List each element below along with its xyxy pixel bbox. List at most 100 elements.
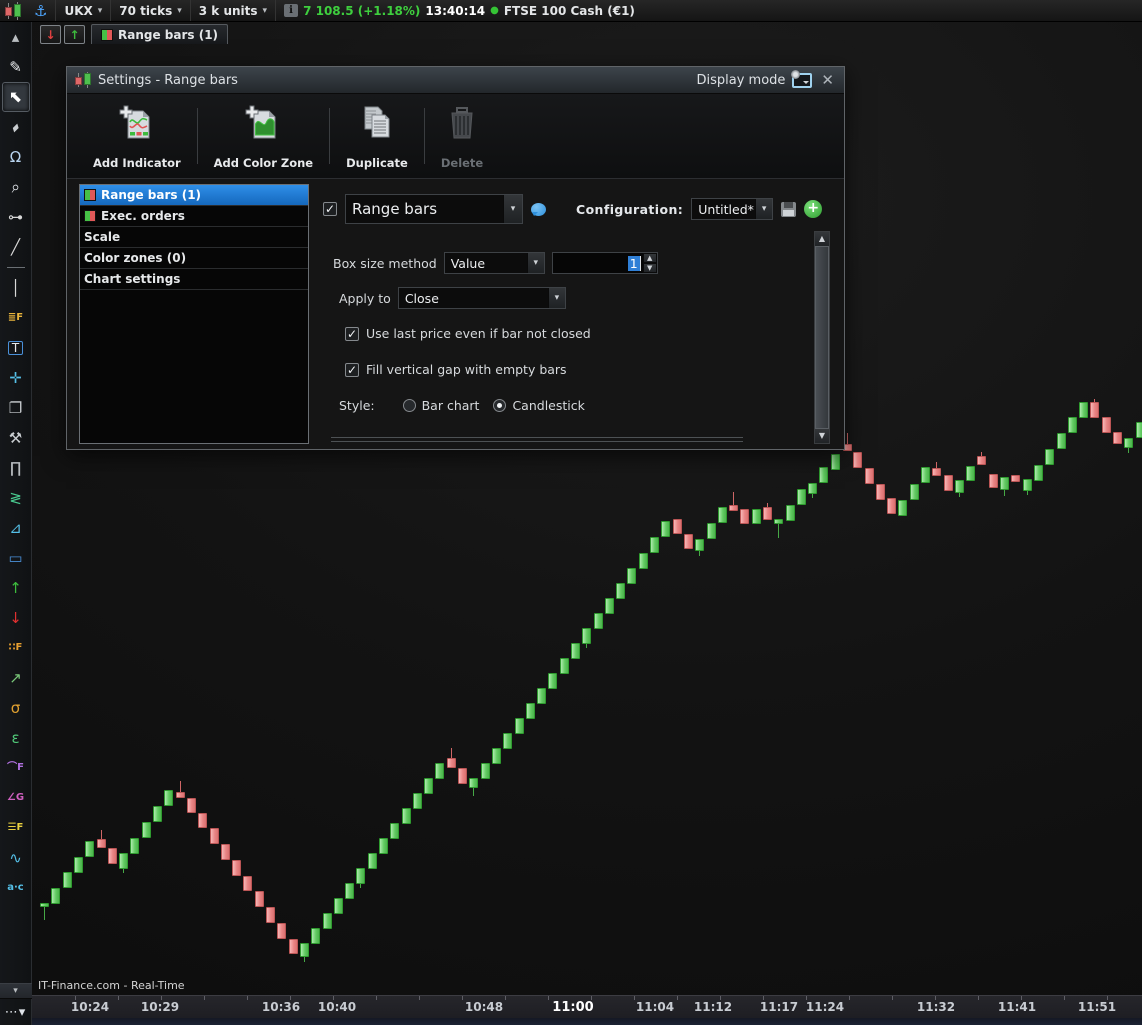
move-tool-icon[interactable]: ✛: [9, 368, 22, 387]
fibonacci-lines-icon[interactable]: ≣F: [7, 312, 24, 323]
dialog-titlebar[interactable]: Settings - Range bars Display mode ✕: [67, 67, 844, 94]
cursor-icon[interactable]: ⬉: [1, 82, 30, 112]
delete-button[interactable]: Delete: [429, 100, 495, 178]
save-configuration-icon[interactable]: [781, 201, 797, 217]
epsilon-channel-icon[interactable]: ε: [11, 728, 20, 747]
stepper-up-icon[interactable]: ▲: [642, 253, 657, 263]
add-configuration-icon[interactable]: +: [804, 200, 823, 218]
more-tools-icon[interactable]: ⋯▾: [4, 1004, 27, 1020]
ruler-icon[interactable]: ▰: [7, 119, 24, 135]
fill-gap-label: Fill vertical gap with empty bars: [366, 362, 567, 377]
axis-tick: [419, 996, 420, 1000]
tab-range-bars[interactable]: Range bars (1): [91, 24, 229, 44]
settings-section-list: Range bars (1) Exec. orders Scale Color zon…: [79, 184, 309, 444]
axis-tick: [720, 996, 721, 1000]
alarm-icon[interactable]: Ω: [9, 147, 22, 166]
duplicate-button[interactable]: Duplicate: [334, 100, 420, 178]
settings-section-color-zones-0[interactable]: Color zones (0): [80, 248, 308, 269]
fibonacci-retracement-icon[interactable]: ☰F: [7, 822, 24, 833]
timeframe-label: 70 ticks: [119, 3, 173, 18]
apply-to-label: Apply to: [339, 290, 391, 306]
trendline-icon[interactable]: ╱: [10, 237, 21, 256]
axis-tick: [376, 996, 377, 1000]
sigma-channel-icon[interactable]: σ: [10, 698, 21, 717]
axis-tick: [118, 996, 119, 1000]
pencil-icon[interactable]: ✎: [9, 57, 22, 76]
range-bars-icon: [101, 28, 113, 41]
copy-tool-icon[interactable]: ❐: [8, 398, 23, 417]
axis-tick: [333, 996, 334, 1000]
axis-label: 11:17: [759, 1000, 799, 1014]
axis-tick: [935, 996, 936, 1000]
stepper-down-icon[interactable]: ▼: [642, 263, 657, 273]
scrollbar-down-icon[interactable]: ▼: [815, 429, 829, 443]
axis-label: 10:24: [70, 1000, 110, 1014]
segment-icon[interactable]: ⊶: [8, 207, 23, 226]
close-icon[interactable]: ✕: [821, 71, 834, 89]
display-mode-label: Display mode: [696, 72, 786, 88]
axis-tick: [892, 996, 893, 1000]
live-status-icon: ●: [490, 5, 499, 16]
fibonacci-arcs-icon[interactable]: ⌒F: [7, 762, 24, 773]
fill-gap-checkbox[interactable]: ✓: [345, 362, 359, 377]
info-icon[interactable]: i: [284, 4, 299, 17]
settings-section-chart-settings[interactable]: Chart settings: [80, 269, 308, 290]
tab-label: Range bars (1): [118, 27, 219, 42]
symbol-dropdown[interactable]: UKX ▾: [56, 0, 112, 21]
indicator-enabled-checkbox[interactable]: ✓: [323, 202, 337, 216]
gann-fan-icon[interactable]: ∠G: [6, 792, 25, 803]
arrow-up-icon[interactable]: ↑: [9, 578, 22, 597]
scroll-down-icon[interactable]: ▾: [0, 983, 32, 999]
elliott-wave-icon[interactable]: ∿: [9, 848, 22, 867]
collapse-icon[interactable]: ▴: [11, 27, 20, 46]
scrollbar-up-icon[interactable]: ▲: [815, 232, 829, 246]
trash-icon[interactable]: ∏: [9, 458, 22, 477]
rectangle-icon[interactable]: ▭: [8, 548, 23, 567]
apply-to-select[interactable]: Close ▾: [397, 287, 566, 309]
bar-chart-radio[interactable]: [402, 399, 416, 412]
box-size-method-select[interactable]: Value ▾: [443, 252, 545, 274]
section-divider: [331, 437, 743, 438]
export-chart-button[interactable]: ↑: [64, 25, 85, 44]
candlestick-radio[interactable]: [493, 399, 507, 412]
indicator-select[interactable]: Range bars ▾: [345, 194, 523, 224]
indicator-select-value: Range bars: [352, 200, 438, 218]
zoom-icon[interactable]: ⌕: [9, 176, 22, 197]
panel-scrollbar[interactable]: ▲ ▼: [814, 231, 830, 444]
scrollbar-thumb[interactable]: [815, 246, 829, 429]
last-price: 7 108.5 (+1.18%): [303, 3, 421, 18]
configuration-select[interactable]: Untitled* ▾: [691, 198, 774, 220]
chevron-down-icon: ▾: [177, 5, 182, 16]
axis-tick: [763, 996, 764, 1000]
add-indicator-button[interactable]: Add Indicator: [81, 100, 193, 178]
timeframe-dropdown[interactable]: 70 ticks ▾: [111, 0, 191, 21]
axis-label: 11:32: [916, 1000, 956, 1014]
import-chart-button[interactable]: ↓: [40, 25, 61, 44]
dialog-title: Settings - Range bars: [98, 72, 238, 88]
pattern-icon[interactable]: ⊿: [9, 518, 22, 537]
use-last-price-checkbox[interactable]: ✓: [345, 326, 359, 341]
settings-section-range-bars-1[interactable]: Range bars (1): [80, 185, 308, 206]
arrow-down-icon[interactable]: ↓: [9, 608, 22, 627]
text-tool-icon[interactable]: T: [2, 333, 30, 363]
settings-section-exec-orders[interactable]: Exec. orders: [80, 206, 308, 227]
units-dropdown[interactable]: 3 k units ▾: [191, 0, 277, 21]
add-color-zone-button[interactable]: Add Color Zone: [202, 100, 325, 178]
axis-label: 11:04: [635, 1000, 675, 1014]
tools-icon[interactable]: ⚒: [8, 428, 23, 447]
abc-wave-icon[interactable]: a·c: [7, 882, 24, 893]
settings-section-scale[interactable]: Scale: [80, 227, 308, 248]
vertical-line-icon[interactable]: │: [10, 278, 21, 297]
configuration-select-value: Untitled*: [698, 201, 754, 217]
box-size-value-input[interactable]: 1 ▲ ▼: [551, 252, 658, 274]
comment-icon[interactable]: [531, 202, 546, 216]
channel-icon[interactable]: ≷: [9, 488, 22, 507]
delete-label: Delete: [440, 156, 484, 170]
link-tool-button[interactable]: ⚓: [26, 0, 57, 21]
value-stepper[interactable]: ▲ ▼: [642, 253, 657, 273]
regression-icon[interactable]: ↗: [9, 668, 22, 687]
time-axis[interactable]: 10:24 10:29 10:36 10:40 10:48 11:00 11:04 11:12…: [32, 995, 1142, 1018]
display-mode-icon[interactable]: [791, 69, 813, 88]
fibonacci-time-icon[interactable]: ∷F: [8, 642, 23, 653]
